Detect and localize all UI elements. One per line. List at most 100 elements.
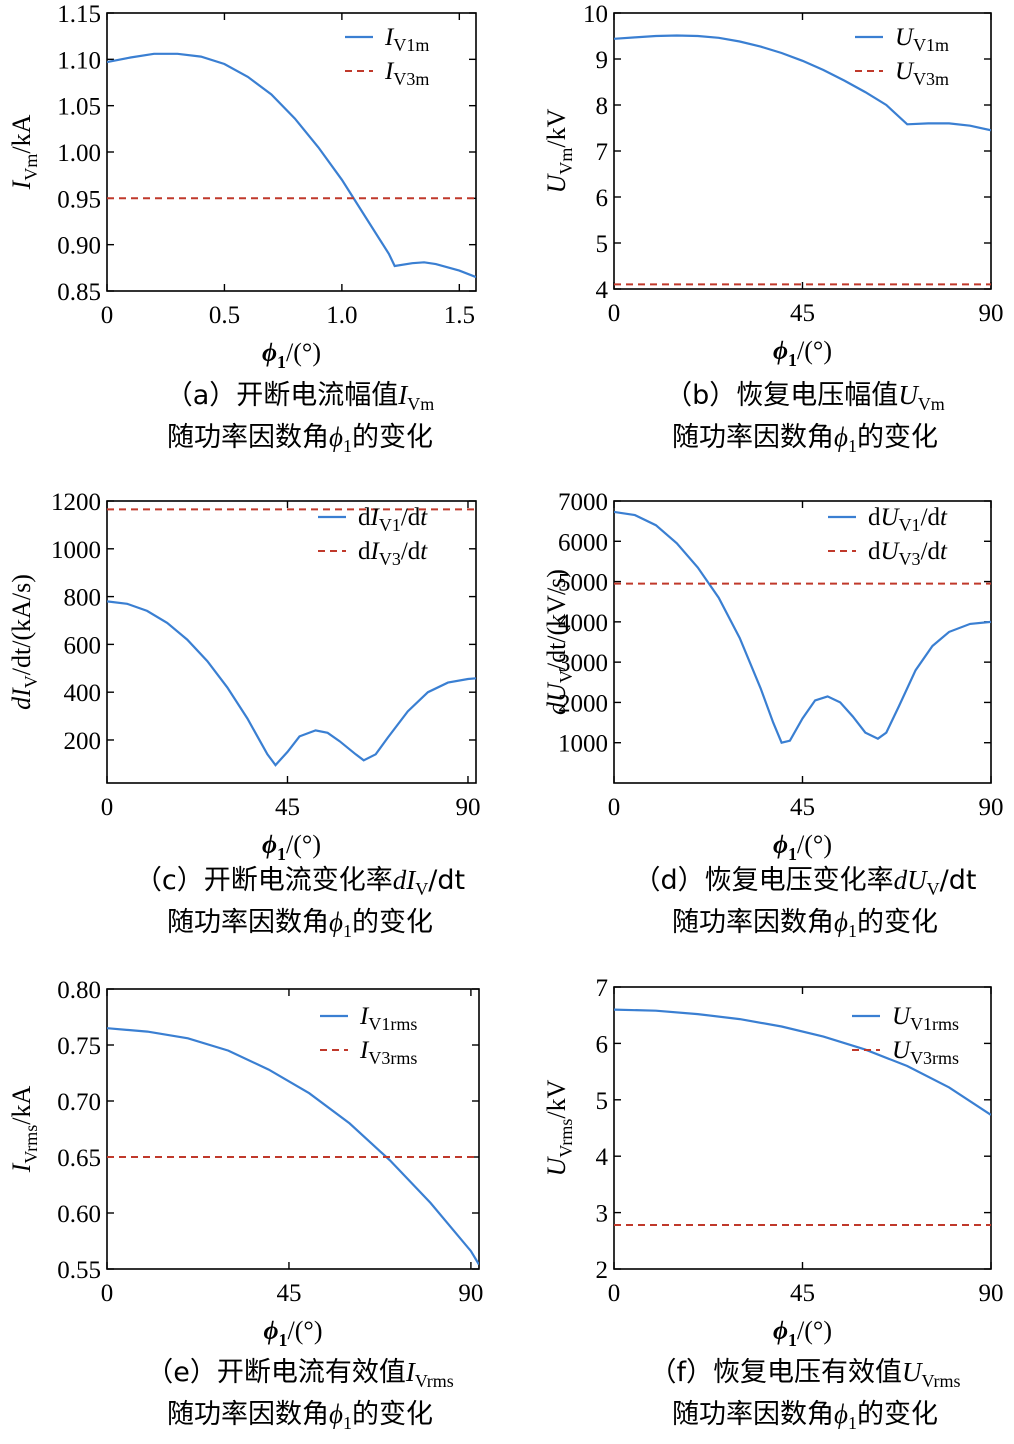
chart-panel-f: 0 45 90234567ϕ1/(°)UVrms/kVUV1rmsUV3rms（f）… [542, 975, 1004, 1433]
y-tick-label: 1.00 [57, 140, 101, 167]
y-tick-label: 0.60 [57, 1201, 101, 1228]
y-axis-label: UVm/kV [542, 108, 576, 193]
legend-label: dUV1/dt [868, 504, 948, 535]
y-tick-label: 400 [64, 680, 102, 707]
caption-line-1: （d）恢复电压变化率dUV/dt [634, 865, 977, 899]
y-tick-label: 4000 [558, 610, 608, 637]
x-tick-label: 0 [101, 1280, 114, 1307]
chart-panel-c: 0 45 90 200 400 600 800 1000 1200 ϕ1/(°) dIV/dt/(k… [7, 489, 480, 941]
y-tick-label: 1.10 [57, 47, 101, 74]
y-tick-label: 5000 [558, 570, 608, 597]
x-tick-label: 90 [979, 1280, 1004, 1307]
series-line-v1 [107, 52, 476, 279]
legend-label: IV1m [384, 24, 429, 55]
y-tick-label: 7 [596, 975, 609, 1002]
chart-panel-a: 0 0.5 1.0 1.5 0.85 0.90 0.95 1.00 1.05 1.10 1.15 ϕ1… [7, 1, 477, 456]
x-tick-label: 0 [608, 794, 621, 821]
y-tick-label: 0.75 [57, 1033, 101, 1060]
x-tick-label: 90 [458, 1280, 483, 1307]
series-line-v1 [614, 34, 991, 132]
y-tick-label: 4 [596, 277, 609, 304]
caption-line-2: 随功率因数角ϕ1的变化 [672, 1399, 938, 1433]
plot-frame [106, 988, 480, 1270]
x-tick-label: 90 [455, 794, 480, 821]
legend-label: UV1m [895, 24, 949, 55]
y-axis-label: dUV/dt/(kV/s) [542, 569, 576, 715]
legend-label: UV3rms [892, 1037, 959, 1068]
x-tick-label: 45 [276, 1280, 301, 1307]
y-tick-label: 600 [64, 632, 102, 659]
caption-line-2: 随功率因数角ϕ1的变化 [167, 1399, 433, 1433]
x-axis-label: ϕ1/(°) [773, 336, 832, 370]
caption-line-2: 随功率因数角ϕ1的变化 [672, 422, 938, 456]
legend-label: IV1rms [359, 1003, 417, 1034]
y-tick-label: 0.85 [57, 279, 101, 306]
x-axis-label: ϕ1/(°) [264, 1316, 323, 1350]
y-tick-label: 7000 [558, 489, 608, 516]
legend-label: IV3rms [359, 1037, 417, 1068]
legend-label: UV3m [895, 58, 949, 89]
y-tick-label: 3000 [558, 650, 608, 677]
x-tick-label: 45 [275, 794, 300, 821]
y-tick-label: 2 [596, 1257, 609, 1284]
y-tick-label: 6000 [558, 529, 608, 556]
caption-line-1: （c）开断电流变化率dIV/dt [135, 865, 465, 899]
legend-label: UV1rms [892, 1003, 959, 1034]
x-tick-label: 1.5 [444, 302, 475, 329]
legend-label: dIV1/dt [358, 504, 428, 535]
chart-panel-b: 0 45 9045678910ϕ1/(°)UVm/kVUV1mUV3m（b）恢复电压… [542, 1, 1004, 456]
y-tick-label: 3 [596, 1201, 609, 1228]
x-tick-label: 0.5 [209, 302, 240, 329]
x-axis-label: ϕ1/(°) [262, 338, 321, 372]
y-tick-label: 0.65 [57, 1145, 101, 1172]
y-axis-label: IVrms/kA [7, 1085, 41, 1173]
caption-line-1: （a）开断电流幅值IVm [166, 380, 435, 414]
caption-line-2: 随功率因数角ϕ1的变化 [167, 422, 433, 456]
y-tick-label: 9 [596, 47, 609, 74]
x-tick-label: 45 [790, 1280, 815, 1307]
y-tick-label: 1000 [558, 731, 608, 758]
x-tick-label: 0 [608, 1280, 621, 1307]
y-tick-label: 7 [596, 139, 609, 166]
caption-line-1: （b）恢复电压幅值UVm [665, 380, 945, 414]
series-line-v1 [614, 1008, 991, 1116]
plot-frame [106, 500, 477, 784]
x-tick-label: 45 [790, 300, 815, 327]
series-line-v1 [107, 600, 476, 767]
y-tick-label: 2000 [558, 690, 608, 717]
legend-label: dUV3/dt [868, 538, 948, 569]
y-tick-label: 5 [596, 231, 609, 258]
legend-label: IV3m [384, 58, 429, 89]
y-tick-label: 4 [596, 1144, 609, 1171]
x-tick-label: 0 [101, 794, 114, 821]
y-tick-label: 0.80 [57, 977, 101, 1004]
x-tick-label: 45 [790, 794, 815, 821]
x-tick-label: 1.0 [326, 302, 357, 329]
y-tick-label: 1200 [51, 489, 101, 516]
caption-line-2: 随功率因数角ϕ1的变化 [672, 907, 938, 941]
y-tick-label: 5 [596, 1088, 609, 1115]
y-tick-label: 0.70 [57, 1089, 101, 1116]
y-axis-label: dIV/dt/(kA/s) [7, 574, 41, 710]
y-tick-label: 8 [596, 93, 609, 120]
y-tick-label: 800 [64, 585, 102, 612]
x-tick-label: 90 [979, 794, 1004, 821]
x-axis-label: ϕ1/(°) [773, 1316, 832, 1350]
y-tick-label: 6 [596, 185, 609, 212]
x-tick-label: 0 [608, 300, 621, 327]
x-tick-label: 90 [979, 300, 1004, 327]
x-axis-label: ϕ1/(°) [262, 830, 321, 864]
caption-line-2: 随功率因数角ϕ1的变化 [167, 907, 433, 941]
x-axis-label: ϕ1/(°) [773, 830, 832, 864]
y-tick-label: 1.05 [57, 94, 101, 121]
y-axis-label: UVrms/kV [542, 1079, 576, 1176]
y-axis-label: IVm/kA [7, 114, 41, 190]
chart-panel-d: 0 45 90 1000 2000 3000 4000 5000 6000 7000 ϕ1/(°) d… [542, 489, 1004, 941]
y-tick-label: 0.95 [57, 186, 101, 213]
y-tick-label: 0.90 [57, 233, 101, 260]
caption-line-1: （e）开断电流有效值IVrms [146, 1357, 454, 1391]
x-tick-label: 0 [101, 302, 114, 329]
y-tick-label: 1.15 [57, 1, 101, 28]
legend-label: dIV3/dt [358, 538, 428, 569]
